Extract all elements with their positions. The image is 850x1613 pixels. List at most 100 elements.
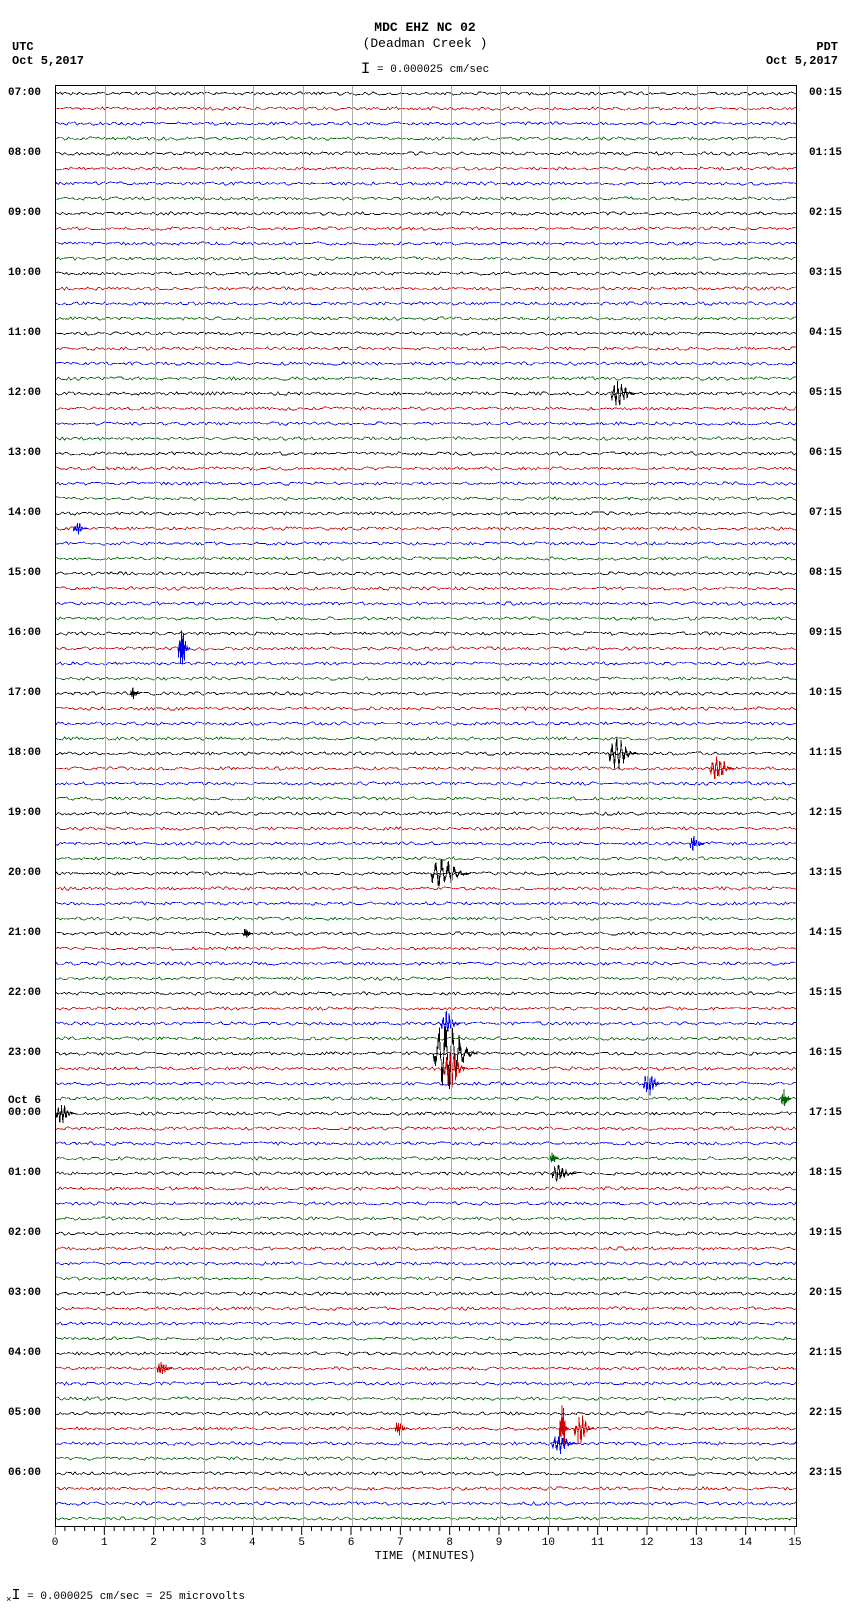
utc-time-label: 19:00 bbox=[8, 807, 41, 819]
utc-time-label: 16:00 bbox=[8, 627, 41, 639]
pdt-time-label: 11:15 bbox=[809, 747, 842, 759]
trace-line bbox=[56, 137, 796, 140]
x-tick: 4 bbox=[242, 1537, 262, 1549]
trace-line bbox=[56, 1037, 796, 1040]
trace-line bbox=[56, 1397, 796, 1400]
trace-line bbox=[56, 347, 796, 350]
trace-line bbox=[56, 662, 796, 665]
trace-line bbox=[56, 1232, 796, 1235]
trace-line bbox=[56, 572, 796, 575]
x-tick: 10 bbox=[538, 1537, 558, 1549]
pdt-time-label: 20:15 bbox=[809, 1287, 842, 1299]
trace-line bbox=[56, 1007, 796, 1010]
pdt-time-label: 23:15 bbox=[809, 1467, 842, 1479]
pdt-time-label: 08:15 bbox=[809, 567, 842, 579]
trace-line bbox=[56, 1322, 796, 1325]
seismic-event bbox=[130, 687, 140, 699]
x-tick: 5 bbox=[292, 1537, 312, 1549]
utc-time-label: 03:00 bbox=[8, 1287, 41, 1299]
x-tick: 0 bbox=[45, 1537, 65, 1549]
scale-label: I = 0.000025 cm/sec bbox=[0, 60, 850, 78]
trace-line bbox=[56, 1217, 796, 1220]
trace-line bbox=[56, 872, 796, 875]
trace-line bbox=[56, 1262, 796, 1265]
pdt-time-label: 00:15 bbox=[809, 87, 842, 99]
trace-line bbox=[56, 632, 796, 635]
trace-line bbox=[56, 122, 796, 125]
trace-line bbox=[56, 317, 796, 320]
pdt-time-label: 05:15 bbox=[809, 387, 842, 399]
trace-line bbox=[56, 947, 796, 950]
trace-line bbox=[56, 1427, 796, 1430]
utc-time-label: 12:00 bbox=[8, 387, 41, 399]
pdt-time-label: 22:15 bbox=[809, 1407, 842, 1419]
pdt-time-label: 15:15 bbox=[809, 987, 842, 999]
trace-line bbox=[56, 1292, 796, 1295]
grid-line bbox=[155, 86, 156, 1526]
trace-line bbox=[56, 977, 796, 980]
trace-line bbox=[56, 182, 796, 185]
pdt-time-label: 13:15 bbox=[809, 867, 842, 879]
x-tick: 6 bbox=[341, 1537, 361, 1549]
trace-line bbox=[56, 797, 796, 800]
trace-line bbox=[56, 1082, 796, 1085]
x-tick: 14 bbox=[736, 1537, 756, 1549]
trace-line bbox=[56, 287, 796, 290]
trace-line bbox=[56, 1502, 796, 1505]
utc-time-label: 01:00 bbox=[8, 1167, 41, 1179]
trace-line bbox=[56, 827, 796, 830]
trace-line bbox=[56, 1127, 796, 1130]
station-subtitle: (Deadman Creek ) bbox=[0, 36, 850, 51]
pdt-time-label: 02:15 bbox=[809, 207, 842, 219]
trace-line bbox=[56, 482, 796, 485]
trace-line bbox=[56, 107, 796, 110]
x-tick: 3 bbox=[193, 1537, 213, 1549]
trace-line bbox=[56, 437, 796, 440]
pdt-time-label: 18:15 bbox=[809, 1167, 842, 1179]
trace-line bbox=[56, 1052, 796, 1055]
trace-line bbox=[56, 1382, 796, 1385]
trace-line bbox=[56, 602, 796, 605]
utc-time-label: 10:00 bbox=[8, 267, 41, 279]
x-tick: 1 bbox=[94, 1537, 114, 1549]
trace-line bbox=[56, 932, 796, 935]
utc-time-label: 13:00 bbox=[8, 447, 41, 459]
trace-line bbox=[56, 227, 796, 230]
trace-line bbox=[56, 1022, 796, 1025]
trace-line bbox=[56, 212, 796, 215]
pdt-time-label: 12:15 bbox=[809, 807, 842, 819]
trace-line bbox=[56, 1142, 796, 1145]
trace-line bbox=[56, 557, 796, 560]
trace-line bbox=[56, 962, 796, 965]
trace-line bbox=[56, 782, 796, 785]
trace-line bbox=[56, 1112, 796, 1115]
trace-line bbox=[56, 1187, 796, 1190]
trace-line bbox=[56, 527, 796, 530]
trace-line bbox=[56, 362, 796, 365]
trace-line bbox=[56, 887, 796, 890]
x-tick: 9 bbox=[489, 1537, 509, 1549]
pdt-time-label: 07:15 bbox=[809, 507, 842, 519]
seismogram-plot bbox=[55, 85, 797, 1527]
trace-line bbox=[56, 677, 796, 680]
date-change-label: Oct 6 bbox=[8, 1095, 41, 1107]
trace-line bbox=[56, 857, 796, 860]
trace-line bbox=[56, 1442, 796, 1445]
trace-line bbox=[56, 1517, 796, 1520]
trace-line bbox=[56, 812, 796, 815]
seismic-event bbox=[73, 523, 88, 534]
trace-line bbox=[56, 467, 796, 470]
seismic-event bbox=[559, 1405, 569, 1445]
seismic-event bbox=[178, 631, 190, 665]
station-title: MDC EHZ NC 02 bbox=[0, 20, 850, 35]
traces-svg bbox=[56, 86, 796, 1526]
grid-line bbox=[204, 86, 205, 1526]
trace-line bbox=[56, 452, 796, 455]
x-axis-title: TIME (MINUTES) bbox=[0, 1549, 850, 1563]
trace-line bbox=[56, 1472, 796, 1475]
trace-line bbox=[56, 407, 796, 410]
trace-line bbox=[56, 1337, 796, 1340]
grid-line bbox=[253, 86, 254, 1526]
seismic-event bbox=[609, 739, 639, 770]
trace-line bbox=[56, 302, 796, 305]
